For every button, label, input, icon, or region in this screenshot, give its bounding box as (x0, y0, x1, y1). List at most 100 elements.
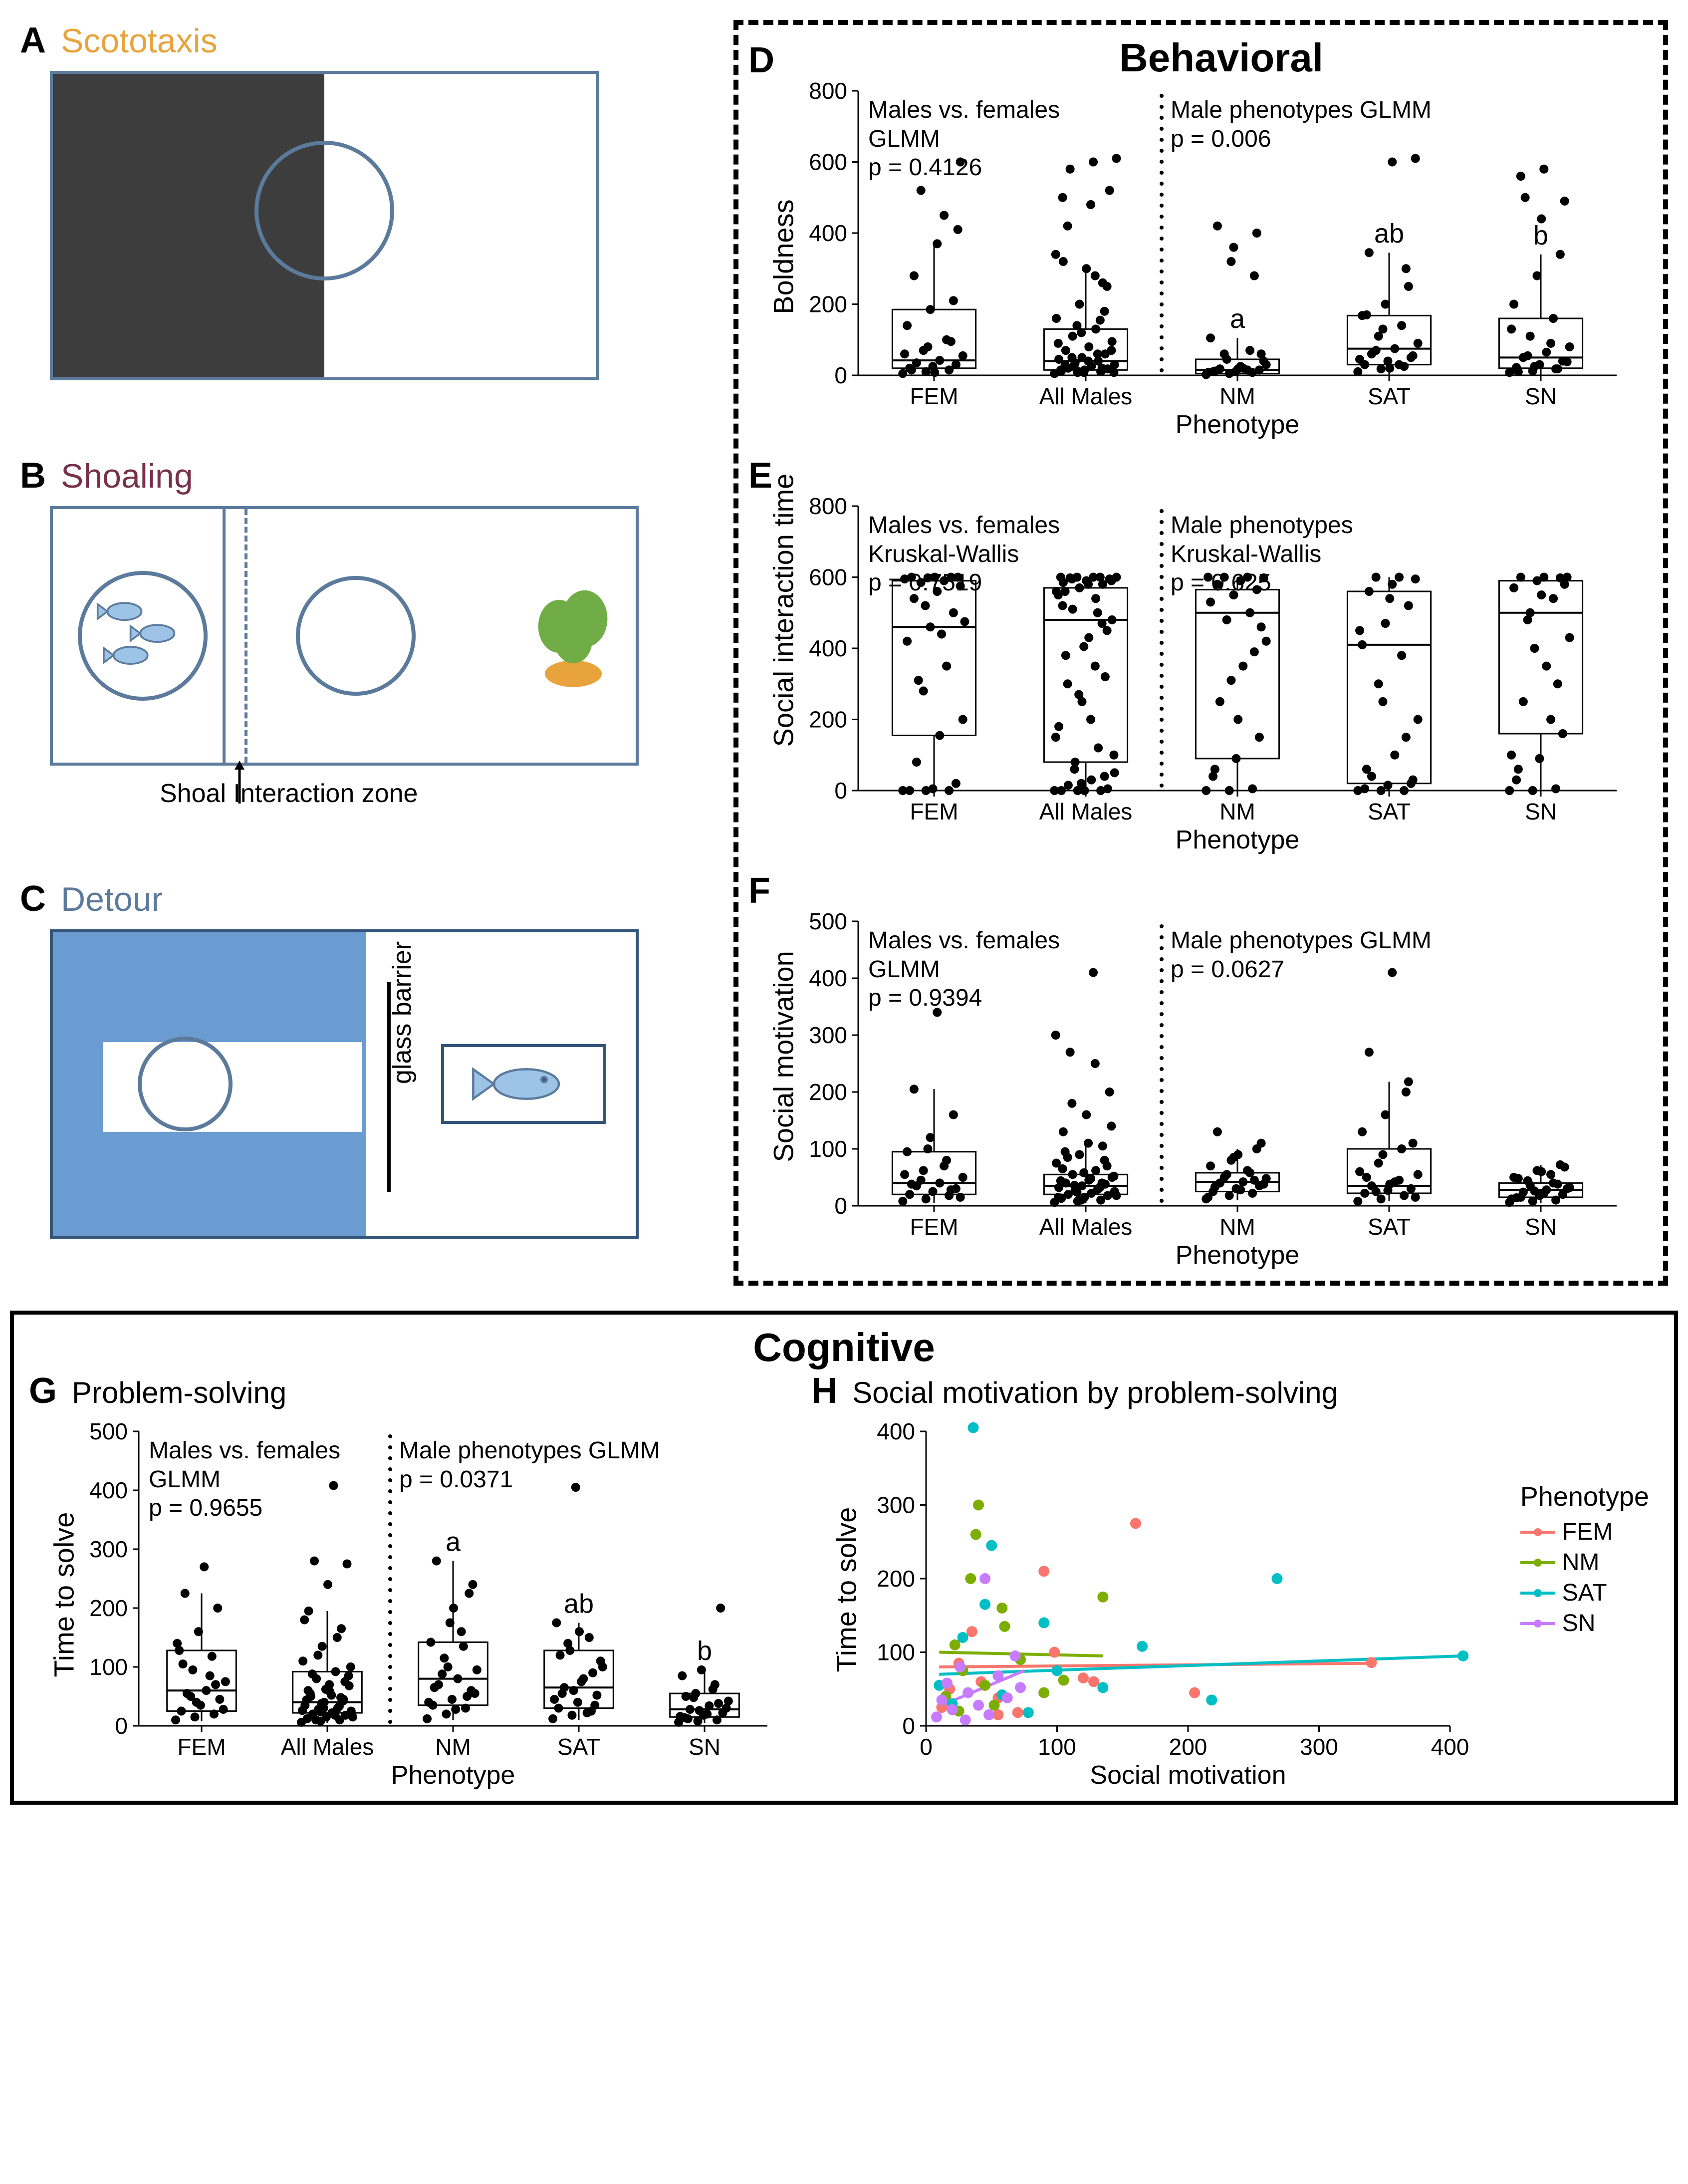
behavioral-group-box: D Behavioral 0200400600800FEMAll MalesNM… (733, 20, 1668, 1286)
svg-text:100: 100 (1038, 1734, 1076, 1760)
legend-title: Phenotype (1520, 1481, 1649, 1512)
cognitive-group-box: Cognitive G Problem-solving 0 100 200 300 40… (10, 1311, 1678, 1805)
svg-text:NM: NM (1219, 383, 1255, 409)
svg-text:SAT: SAT (1368, 383, 1411, 409)
svg-text:300: 300 (89, 1536, 128, 1562)
svg-text:200: 200 (809, 291, 847, 317)
stats-right: Male phenotypes Kruskal-Wallis p = 0.625 (1171, 511, 1353, 597)
svg-text:b: b (1533, 221, 1548, 251)
glass-barrier-label: glass barrier (387, 941, 417, 1084)
svg-text:SAT: SAT (1368, 799, 1411, 824)
svg-text:0: 0 (903, 1713, 916, 1739)
svg-text:400: 400 (1431, 1734, 1469, 1760)
svg-text:FEM: FEM (910, 799, 958, 824)
detour-diagram: glass barrier (50, 929, 639, 1239)
svg-text:200: 200 (877, 1566, 915, 1592)
start-circle-icon (138, 1037, 233, 1131)
stats-left: Males vs. females GLMM p = 0.9655 (149, 1436, 340, 1523)
panel-b: B Shoaling (20, 455, 714, 809)
start-circle-icon (296, 576, 416, 696)
svg-text:300: 300 (809, 1022, 847, 1048)
panel-c: C Detour glass barrier (20, 878, 714, 1239)
svg-text:SN: SN (1525, 1214, 1557, 1240)
svg-text:All Males: All Males (1039, 383, 1133, 409)
solid-divider (223, 509, 226, 763)
svg-text:0: 0 (920, 1734, 933, 1760)
svg-text:300: 300 (1300, 1734, 1338, 1760)
svg-text:500: 500 (89, 1421, 128, 1444)
svg-text:500: 500 (809, 911, 847, 934)
svg-text:SAT: SAT (557, 1734, 600, 1760)
svg-text:200: 200 (809, 707, 847, 733)
panel-a-title: Scototaxis (61, 21, 218, 60)
svg-text:100: 100 (809, 1136, 847, 1162)
y-axis-label: Boldness (767, 182, 800, 332)
svg-text:800: 800 (809, 496, 847, 519)
svg-text:NM: NM (1219, 799, 1255, 824)
svg-text:100: 100 (89, 1654, 128, 1680)
panel-f-label: F (748, 871, 770, 911)
svg-text:FEM: FEM (910, 383, 958, 409)
svg-text:FEM: FEM (910, 1214, 958, 1240)
svg-text:200: 200 (1169, 1734, 1207, 1760)
svg-text:Phenotype: Phenotype (391, 1761, 515, 1790)
legend: PhenotypeFEMNMSATSN (1520, 1481, 1649, 1640)
stats-left: Males vs. females GLMM p = 0.4126 (868, 96, 1060, 182)
svg-text:All Males: All Males (281, 1734, 374, 1760)
svg-text:200: 200 (809, 1079, 847, 1105)
panel-g-title: Problem-solving (72, 1375, 286, 1410)
chart-g-problem-solving: 0100200300400500FEMAll MalesNMaSATabSNbP… (89, 1421, 811, 1791)
svg-text:ab: ab (564, 1589, 594, 1619)
y-axis-label: Social motivation (767, 1013, 800, 1162)
chart-f-social-motivation: 0100200300400500FEMAll MalesNMSATSNPheno… (808, 911, 1653, 1271)
svg-text:ab: ab (1374, 219, 1404, 249)
svg-text:0: 0 (115, 1713, 128, 1739)
shoal-circle-icon (78, 571, 208, 701)
svg-text:a: a (446, 1527, 461, 1557)
scototaxis-diagram (50, 71, 599, 380)
right-column-behavioral: D Behavioral 0200400600800FEMAll MalesNM… (723, 10, 1678, 1296)
legend-item-fem: FEM (1520, 1518, 1649, 1546)
panel-a: A Scototaxis (20, 20, 714, 380)
svg-text:All Males: All Males (1039, 799, 1133, 824)
panel-c-title: Detour (61, 880, 163, 919)
svg-text:800: 800 (809, 81, 847, 104)
stats-left: Males vs. females Kruskal-Wallis p = 0.7… (868, 511, 1060, 597)
stats-right: Male phenotypes GLMM p = 0.0371 (399, 1436, 660, 1494)
dashed-divider (244, 509, 247, 763)
chart-e-social-time: 0200400600800FEMAll MalesNMSATSNPhenotyp… (808, 496, 1653, 855)
panel-g-label: G (29, 1370, 57, 1411)
svg-text:Social motivation: Social motivation (1090, 1761, 1286, 1790)
legend-item-nm: NM (1520, 1549, 1649, 1576)
plant-icon (526, 578, 621, 693)
svg-text:400: 400 (809, 220, 847, 246)
cognitive-title: Cognitive (29, 1325, 1659, 1370)
start-circle-icon (254, 141, 394, 280)
svg-text:a: a (1230, 304, 1245, 334)
target-fish-icon (444, 1047, 603, 1121)
panel-h-label: H (811, 1370, 837, 1411)
svg-text:SAT: SAT (1368, 1214, 1411, 1240)
svg-text:Phenotype: Phenotype (1176, 1241, 1300, 1270)
shoaling-diagram (50, 506, 639, 766)
svg-text:All Males: All Males (1039, 1214, 1133, 1240)
top-row: A Scototaxis B Shoaling (10, 10, 1678, 1296)
svg-text:NM: NM (435, 1734, 471, 1760)
panel-b-title: Shoaling (61, 457, 193, 496)
svg-text:400: 400 (89, 1477, 128, 1503)
svg-text:400: 400 (809, 965, 847, 991)
left-column-diagrams: A Scototaxis B Shoaling (10, 10, 723, 1296)
shoal-fish-icon (82, 575, 204, 697)
chart-d-boldness: 0200400600800FEMAll MalesNMaSATabSNbPhen… (808, 81, 1653, 440)
svg-text:SN: SN (689, 1734, 721, 1760)
svg-text:FEM: FEM (177, 1734, 226, 1760)
stats-right: Male phenotypes GLMM p = 0.0627 (1171, 926, 1432, 984)
panel-d-label: D (748, 40, 774, 81)
panel-c-label: C (20, 878, 46, 919)
svg-text:0: 0 (834, 362, 847, 388)
svg-text:SN: SN (1525, 383, 1557, 409)
svg-text:200: 200 (89, 1595, 128, 1621)
svg-text:400: 400 (809, 635, 847, 661)
stats-left: Males vs. females GLMM p = 0.9394 (868, 926, 1060, 1013)
svg-text:300: 300 (877, 1492, 915, 1518)
